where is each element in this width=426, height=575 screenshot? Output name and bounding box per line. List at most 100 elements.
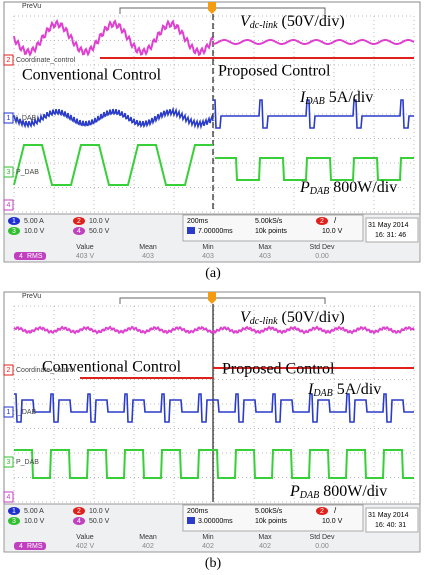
timebase: 200ms	[187, 508, 209, 515]
setting-badge	[8, 217, 20, 225]
proposed-label: Proposed Control	[218, 63, 331, 80]
date-box	[365, 217, 419, 243]
setting-badge	[8, 507, 20, 515]
measure-header: Value	[76, 244, 93, 251]
trigger-slope: /	[334, 216, 337, 225]
record-length: 10k points	[255, 518, 287, 525]
measure-value: 0.00	[315, 253, 329, 260]
signal-subscript: dc-link	[250, 316, 278, 327]
prevu-bracket	[119, 297, 326, 304]
signal-scale: 800W/div	[323, 483, 387, 500]
signal-symbol: I	[299, 89, 306, 106]
signal-scale: (50V/div)	[282, 309, 345, 326]
time-box	[182, 504, 364, 532]
channel-id: 4	[7, 494, 11, 501]
trigger-marker	[208, 2, 216, 14]
setting-badge	[73, 507, 85, 515]
channel-tag	[3, 166, 14, 178]
vdc-wave	[13, 325, 415, 335]
measure-value: 0.00	[315, 543, 329, 550]
signal-subscript: DAB	[304, 96, 324, 107]
measure-value: 402	[142, 543, 154, 550]
signal-symbol: P	[299, 179, 310, 196]
measure-header: Max	[258, 534, 272, 541]
time: 16: 31: 46	[375, 232, 406, 239]
setting-value: 10.0 V	[89, 508, 110, 515]
caption: (a)	[205, 266, 221, 281]
conventional-label: Conventional Control	[22, 67, 162, 84]
record-length: 10k points	[255, 228, 287, 235]
sample-rate: 5.00kS/s	[255, 218, 283, 225]
sample-rate: 5.00kS/s	[255, 508, 283, 515]
measure-header: Min	[202, 534, 213, 541]
signal-symbol: P	[289, 483, 300, 500]
channel-id: 1	[7, 115, 11, 122]
trigger-badge	[316, 217, 328, 225]
vdc-wave	[212, 39, 415, 45]
timebase: 200ms	[187, 218, 209, 225]
channel-id: 4	[7, 202, 11, 209]
signal-scale: 5A/div	[329, 89, 373, 106]
channel-id: 2	[7, 367, 11, 374]
measure-name: RMS	[27, 253, 43, 260]
signal-symbol: I	[307, 381, 314, 398]
measure-value: 403 V	[76, 253, 95, 260]
setting-badge	[73, 517, 85, 525]
measure-value: 403	[259, 253, 271, 260]
idab-wave	[213, 99, 414, 129]
channel-tag	[3, 112, 14, 124]
signal-subscript: DAB	[312, 388, 332, 399]
channel-label: P_DAB	[16, 169, 39, 176]
signal-label: IDAB 5A/div	[307, 381, 381, 400]
channel-tag	[3, 199, 14, 211]
delay-icon	[187, 227, 195, 234]
measure-header: Std Dev	[310, 534, 335, 541]
measure-header: Std Dev	[310, 244, 335, 251]
channel-tag	[3, 364, 14, 376]
setting-id: 1	[12, 508, 16, 515]
measure-header: Mean	[139, 244, 157, 251]
measure-value: 402	[202, 543, 214, 550]
date: 31 May 2014	[368, 222, 409, 229]
setting-id: 1	[12, 218, 16, 225]
signal-label: PDAB 800W/div	[299, 179, 397, 198]
setting-value: 10.0 V	[24, 518, 45, 525]
setting-id: 2	[77, 508, 81, 515]
measure-header: Value	[76, 534, 93, 541]
channel-label: I_DAB	[16, 115, 37, 122]
vdc-wave	[13, 18, 214, 57]
measure-name: RMS	[27, 543, 43, 550]
signal-label: PDAB 800W/div	[289, 483, 387, 502]
delay-icon	[187, 517, 195, 524]
channel-id: 1	[7, 409, 11, 416]
setting-value: 5.00 A	[24, 218, 44, 225]
channel-label: Coordinate_control	[16, 57, 76, 64]
measure-header: Max	[258, 244, 272, 251]
channel-label: Coordinate_control	[16, 367, 76, 374]
signal-label: Vdc-link (50V/div)	[240, 309, 345, 328]
signal-scale: (50V/div)	[282, 13, 345, 30]
setting-id: 4	[77, 518, 81, 525]
measure-value: 402 V	[76, 543, 95, 550]
measure-channel: 4	[19, 253, 23, 260]
setting-value: 5.00 A	[24, 508, 44, 515]
setting-id: 4	[77, 228, 81, 235]
measure-badge	[14, 542, 46, 550]
measure-header: Mean	[139, 534, 157, 541]
trigger-marker	[208, 292, 216, 304]
channel-tag	[3, 54, 14, 66]
prevu-bracket	[119, 7, 326, 14]
setting-value: 50.0 V	[89, 518, 110, 525]
time: 16: 40: 31	[375, 522, 406, 529]
idab-wave	[13, 106, 214, 130]
setting-badge	[8, 227, 20, 235]
measure-header: Min	[202, 244, 213, 251]
measure-channel: 4	[19, 543, 23, 550]
pdab-wave	[215, 157, 414, 181]
channel-tag	[3, 406, 14, 418]
scope-panel: PreVu Vdc-link (50V/div) Conventional Contr…	[3, 1, 421, 281]
signal-label: Vdc-link (50V/div)	[240, 13, 345, 32]
date: 31 May 2014	[368, 512, 409, 519]
caption: (b)	[205, 556, 222, 571]
